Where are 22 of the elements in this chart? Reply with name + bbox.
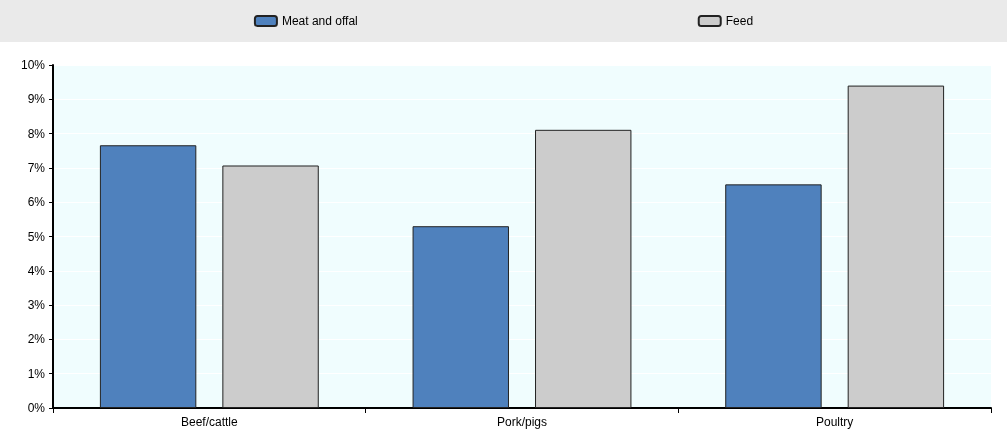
bar (535, 129, 632, 408)
y-tick-label: 9% (27, 92, 46, 107)
y-tick-label: 0% (27, 401, 46, 415)
y-tick-label: 3% (27, 298, 46, 313)
y-tick-label: 6% (27, 195, 46, 210)
y-tick-label: 5% (27, 229, 46, 244)
y-tick-label: 4% (27, 263, 46, 278)
y-tick-label: 7% (27, 160, 46, 175)
legend-label: Feed (725, 14, 754, 28)
y-tick-label: 1% (27, 366, 46, 381)
y-tick-label: 10% (20, 58, 46, 72)
y-tick-label: 2% (27, 332, 46, 347)
y-tick-label: 8% (27, 126, 46, 141)
bar (222, 165, 319, 408)
bar (99, 145, 197, 408)
legend-label: Meat and offal (281, 14, 358, 28)
x-tick-label: Pork/pigs (496, 415, 548, 429)
bar (412, 226, 509, 408)
bar (725, 184, 822, 408)
bar (847, 85, 945, 408)
x-tick-label: Beef/cattle (180, 415, 239, 429)
x-tick-label: Poultry (815, 415, 854, 429)
